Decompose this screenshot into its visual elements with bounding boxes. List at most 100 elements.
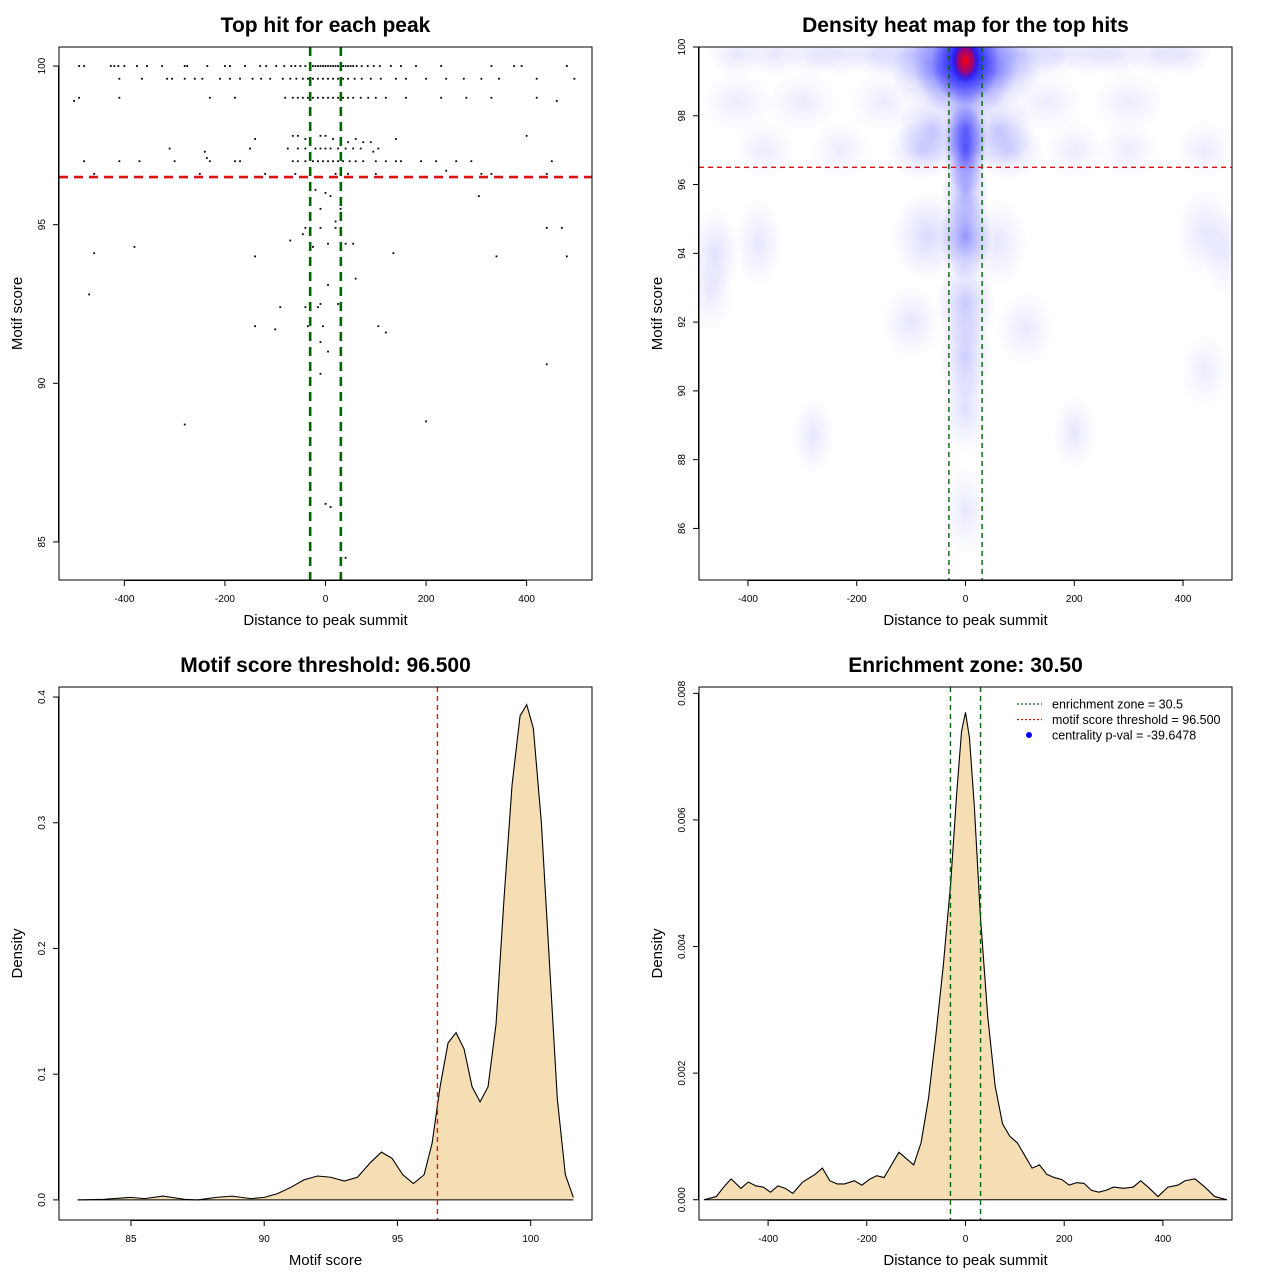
legend-label: motif score threshold = 96.500 (1052, 713, 1221, 727)
data-point (304, 226, 307, 229)
x-tick-label: 100 (522, 1234, 539, 1245)
data-point (203, 150, 206, 153)
data-point (279, 306, 282, 309)
data-point (405, 96, 407, 99)
data-point (183, 77, 186, 80)
data-point (445, 77, 448, 80)
heat-blob (1052, 394, 1096, 470)
data-point (545, 226, 548, 229)
x-tick-label: -400 (738, 594, 758, 605)
data-point (384, 96, 387, 99)
data-point (319, 226, 322, 229)
x-axis-label: Motif score (289, 1252, 362, 1269)
data-point (307, 96, 309, 99)
data-point (299, 65, 302, 67)
plot-area (59, 47, 592, 580)
data-point (264, 173, 267, 175)
data-point (324, 192, 327, 194)
data-point (334, 65, 337, 67)
data-point (352, 96, 355, 99)
data-point (377, 325, 380, 328)
data-point (234, 160, 236, 163)
data-point (198, 173, 201, 175)
data-point (319, 303, 322, 305)
data-point (513, 65, 515, 67)
data-point (490, 65, 493, 67)
legend-label: enrichment zone = 30.5 (1052, 698, 1183, 712)
data-point (367, 96, 370, 99)
heat-blob (701, 71, 773, 133)
data-point (462, 77, 465, 80)
data-point (337, 147, 339, 150)
heat-blob (1011, 71, 1083, 133)
y-tick-label: 90 (37, 377, 48, 389)
data-point (384, 331, 387, 334)
data-point (565, 65, 568, 67)
data-point (289, 77, 292, 80)
x-tick-label: 95 (392, 1234, 404, 1245)
data-point (239, 160, 241, 163)
data-point (291, 134, 294, 137)
y-axis-label: Motif score (9, 277, 26, 350)
data-point (334, 226, 337, 229)
data-point (327, 284, 329, 286)
data-point (490, 173, 493, 175)
x-tick-label: -400 (114, 594, 134, 605)
data-point (301, 96, 304, 99)
chart-panel-1: Top hit for each peak Distance to peak su… (9, 14, 593, 629)
data-point (400, 65, 402, 67)
data-point (322, 160, 324, 163)
data-point (312, 160, 314, 163)
data-point (352, 65, 355, 67)
y-tick-label: 0.0 (37, 1193, 48, 1207)
heat-blob (848, 71, 920, 133)
y-tick-label: 100 (677, 38, 688, 55)
data-point (344, 242, 347, 245)
y-tick-label: 0.1 (37, 1067, 48, 1081)
data-point (560, 226, 563, 229)
data-point (286, 147, 289, 150)
data-point (307, 325, 309, 328)
data-point (545, 363, 548, 366)
data-point (123, 65, 126, 67)
heat-blob (699, 256, 734, 333)
x-tick-label: 90 (259, 1234, 271, 1245)
data-point (327, 350, 329, 353)
data-point (304, 138, 307, 140)
data-point (327, 96, 329, 99)
data-point (312, 77, 314, 80)
data-point (374, 173, 377, 175)
chart-title: Enrichment zone: 30.50 (848, 654, 1083, 677)
heat-blob (1202, 207, 1232, 299)
data-point (389, 65, 392, 67)
heat-blob (1044, 119, 1105, 181)
heat-blob (995, 291, 1056, 367)
plot-area (699, 47, 1232, 580)
data-point (420, 160, 422, 163)
data-point (244, 65, 246, 67)
x-axis-label: Distance to peak summit (883, 1252, 1048, 1269)
y-axis-label: Density (9, 928, 26, 979)
heat-blob (886, 119, 958, 181)
x-tick-label: 400 (1155, 1234, 1172, 1245)
data-point (312, 245, 314, 248)
data-point (359, 96, 362, 99)
data-point (332, 77, 334, 80)
data-point (284, 96, 287, 99)
x-tick-label: 200 (1066, 594, 1083, 605)
data-point (334, 173, 337, 175)
heat-blob (941, 465, 990, 557)
data-point (265, 65, 268, 67)
x-tick-label: 0 (963, 1234, 969, 1245)
y-tick-label: 88 (677, 454, 688, 466)
data-point (173, 160, 176, 163)
heat-blob (941, 362, 990, 454)
data-point (372, 150, 375, 153)
data-point (296, 147, 299, 150)
data-point (347, 65, 350, 67)
x-tick-label: 200 (418, 594, 435, 605)
data-point (327, 65, 329, 67)
legend-label: centrality p-val = -39.6478 (1052, 729, 1196, 743)
data-point (362, 141, 365, 144)
data-point (535, 77, 538, 80)
